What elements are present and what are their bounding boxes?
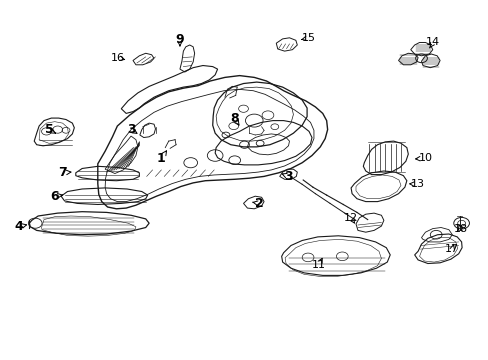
Text: 10: 10 xyxy=(418,153,431,163)
Text: 9: 9 xyxy=(175,33,184,46)
Text: 17: 17 xyxy=(445,244,458,254)
Text: 8: 8 xyxy=(230,112,239,125)
Text: 13: 13 xyxy=(410,179,424,189)
Text: 2: 2 xyxy=(254,197,263,210)
Text: 6: 6 xyxy=(50,190,59,203)
Text: 12: 12 xyxy=(344,213,357,223)
Text: 11: 11 xyxy=(311,260,325,270)
Text: 18: 18 xyxy=(453,224,467,234)
Text: 5: 5 xyxy=(44,123,53,136)
Text: 1: 1 xyxy=(157,152,165,165)
Text: 4: 4 xyxy=(14,220,23,233)
Text: 3: 3 xyxy=(284,170,292,183)
Text: 15: 15 xyxy=(302,33,315,43)
Text: 16: 16 xyxy=(110,53,124,63)
Text: 7: 7 xyxy=(58,166,67,179)
Text: 3: 3 xyxy=(126,123,135,136)
Text: 14: 14 xyxy=(426,37,439,48)
